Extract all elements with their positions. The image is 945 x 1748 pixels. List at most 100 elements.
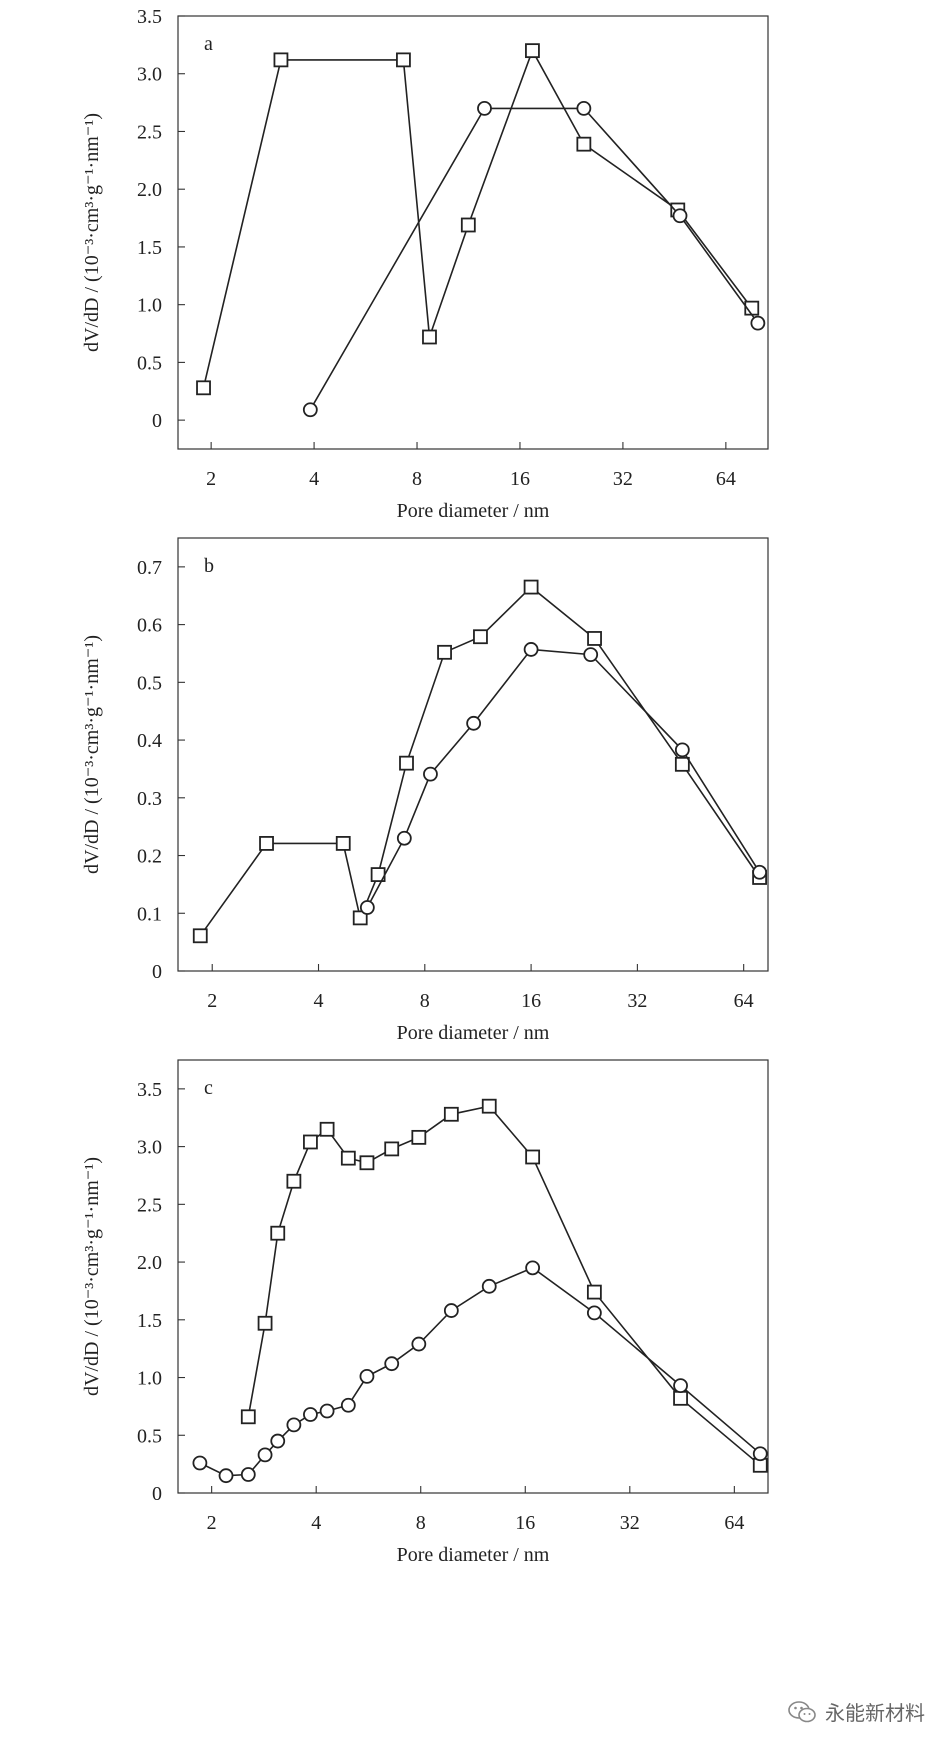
data-point-circle — [523, 642, 539, 657]
panel-label: b — [204, 555, 214, 577]
data-point-square — [359, 1155, 375, 1171]
series-square — [240, 1098, 768, 1473]
data-point-square — [443, 1106, 459, 1122]
y-tick-label: 0.2 — [137, 846, 162, 868]
data-point-square — [335, 836, 351, 851]
x-tick-label: 8 — [420, 990, 430, 1012]
y-tick-label: 0.3 — [137, 788, 162, 810]
panel-a: 0 0.5 1.0 1.5 2.0 2.5 3.0 3.5 2 4 8 16 32 64 Pore diam… — [81, 6, 769, 522]
data-point-square — [525, 1149, 541, 1165]
y-tick-label: 3.0 — [137, 1137, 162, 1159]
x-tick-label: 16 — [521, 990, 541, 1012]
data-point-square — [437, 644, 452, 660]
data-point-circle — [672, 208, 688, 224]
data-point-square — [523, 579, 539, 595]
data-point-circle — [270, 1433, 286, 1449]
series-line — [247, 1105, 761, 1466]
data-point-circle — [257, 1447, 273, 1463]
y-tick-label: 3.0 — [137, 64, 162, 86]
y-tick-label: 2.0 — [137, 1252, 162, 1274]
data-point-square — [384, 1141, 400, 1157]
series-line — [309, 107, 759, 411]
plot-frame — [177, 15, 769, 450]
y-axis-label: dV/dD / (10⁻³·cm³·g⁻¹·nm⁻¹) — [81, 113, 103, 352]
data-point-circle — [466, 715, 482, 731]
data-point-circle — [411, 1336, 427, 1352]
y-axis-label: dV/dD / (10⁻³·cm³·g⁻¹·nm⁻¹) — [81, 1157, 103, 1396]
data-point-square — [196, 380, 211, 396]
data-point-circle — [583, 647, 599, 663]
data-point-square — [270, 1225, 286, 1241]
x-tick-label: 64 — [734, 990, 754, 1012]
x-tick-label: 32 — [620, 1512, 640, 1534]
data-point-square — [674, 756, 690, 772]
x-tick-label: 2 — [207, 990, 217, 1012]
x-tick-label: 8 — [412, 468, 422, 490]
series-circle — [192, 1260, 768, 1484]
wechat-icon — [788, 1700, 816, 1722]
y-tick-label: 1.5 — [137, 237, 162, 259]
data-point-square — [340, 1150, 356, 1166]
y-tick-label: 0.5 — [137, 352, 162, 374]
y-tick-label: 0 — [152, 410, 162, 432]
x-tick-label: 2 — [207, 1512, 217, 1534]
series-circle — [359, 642, 767, 915]
data-point-circle — [477, 100, 492, 116]
data-point-circle — [286, 1417, 302, 1433]
data-point-square — [352, 910, 368, 926]
data-point-circle — [752, 1446, 768, 1462]
y-tick-label: 1.0 — [137, 295, 162, 317]
data-point-square — [460, 217, 476, 233]
y-tick-label: 0.5 — [137, 672, 162, 694]
y-tick-label: 1.0 — [137, 1368, 162, 1390]
panel-b: 0 0.1 0.2 0.3 0.4 0.5 0.6 0.7 2 4 8 16 32 64 Pore diam… — [81, 537, 769, 1044]
y-tick-label: 3.5 — [137, 6, 162, 28]
data-point-circle — [586, 1305, 602, 1321]
x-tick-label: 32 — [627, 990, 647, 1012]
y-tick-label: 0.1 — [137, 903, 162, 925]
y-axis-label: dV/dD / (10⁻³·cm³·g⁻¹·nm⁻¹) — [81, 635, 103, 874]
data-point-square — [422, 329, 437, 345]
y-tick-label: 2.5 — [137, 1194, 162, 1216]
data-point-circle — [674, 742, 690, 758]
x-tick-label: 64 — [724, 1512, 744, 1534]
data-point-circle — [750, 315, 766, 331]
y-tick-label: 0.5 — [137, 1425, 162, 1447]
data-point-circle — [481, 1278, 497, 1294]
data-point-circle — [303, 1407, 318, 1422]
y-tick-label: 0.7 — [137, 557, 162, 579]
y-tick-label: 2.0 — [137, 179, 162, 201]
series-line — [202, 48, 753, 388]
y-tick-label: 2.5 — [137, 121, 162, 143]
data-point-square — [576, 136, 592, 152]
data-point-square — [473, 629, 488, 645]
x-tick-label: 2 — [206, 468, 216, 490]
data-point-circle — [673, 1378, 688, 1394]
data-point-square — [673, 1390, 688, 1406]
panel-label: c — [204, 1077, 213, 1099]
data-point-circle — [423, 766, 438, 782]
x-tick-label: 16 — [515, 1512, 535, 1534]
x-tick-label: 16 — [510, 468, 530, 490]
data-point-circle — [240, 1467, 256, 1482]
watermark: 永能新材料 — [787, 1697, 925, 1726]
data-point-square — [303, 1134, 318, 1150]
data-point-circle — [525, 1260, 541, 1276]
y-tick-label: 0.4 — [137, 730, 162, 752]
data-point-square — [411, 1129, 427, 1145]
x-tick-label: 8 — [416, 1512, 426, 1534]
panel-label: a — [204, 33, 213, 55]
watermark-text: 永能新材料 — [825, 1701, 925, 1725]
y-tick-label: 3.5 — [137, 1079, 162, 1101]
y-tick-label: 0.6 — [137, 615, 162, 637]
data-point-square — [481, 1098, 497, 1114]
data-point-square — [319, 1121, 335, 1137]
data-point-circle — [218, 1468, 234, 1484]
data-point-square — [192, 928, 208, 944]
plot-frame — [177, 537, 769, 972]
y-tick-label: 0 — [152, 1483, 162, 1505]
data-point-square — [259, 836, 274, 851]
plot-frame — [177, 1059, 769, 1494]
data-point-square — [587, 631, 602, 646]
